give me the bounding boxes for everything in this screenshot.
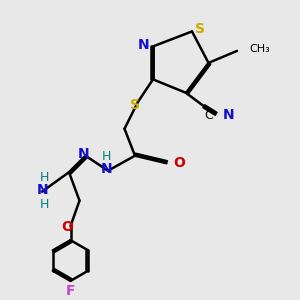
Text: O: O: [61, 220, 74, 234]
Text: N: N: [101, 162, 112, 176]
Text: N: N: [37, 183, 49, 197]
Text: S: S: [130, 98, 140, 112]
Text: C: C: [204, 109, 213, 122]
Text: F: F: [66, 284, 75, 298]
Text: N: N: [223, 108, 234, 122]
Text: CH₃: CH₃: [249, 44, 270, 54]
Text: H: H: [40, 198, 49, 211]
Text: O: O: [173, 156, 185, 170]
Text: S: S: [195, 22, 206, 36]
Text: N: N: [78, 147, 90, 161]
Text: H: H: [102, 150, 111, 163]
Text: N: N: [138, 38, 150, 52]
Text: H: H: [40, 171, 49, 184]
